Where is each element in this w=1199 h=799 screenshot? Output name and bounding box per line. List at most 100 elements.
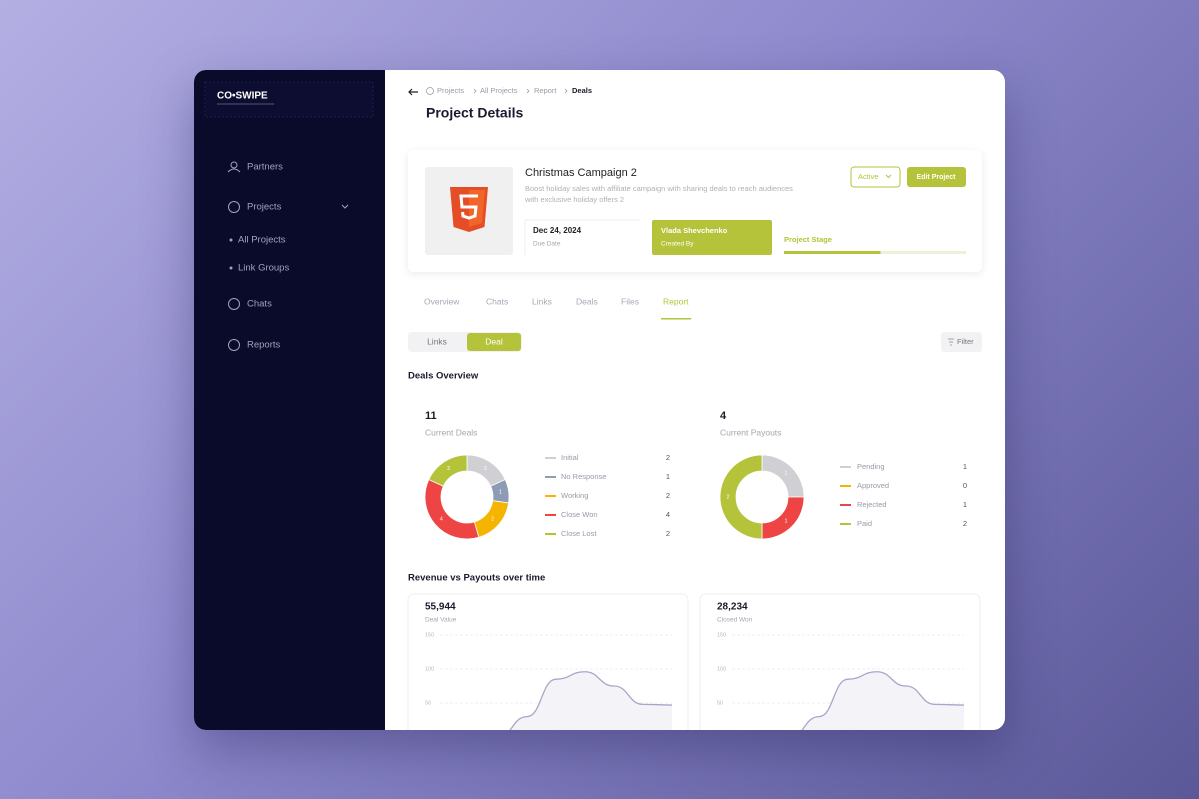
legend-value: 1 <box>963 500 967 509</box>
y-tick-label: 50 <box>425 700 431 706</box>
tab[interactable]: Chats <box>486 296 508 306</box>
chart-label: Closed Won <box>717 617 753 624</box>
sep <box>526 88 530 94</box>
due-date: Dec 24, 2024 <box>533 226 582 235</box>
stage-progress <box>784 251 881 254</box>
tab-underline <box>661 318 692 320</box>
legend-label: Close Won <box>561 510 598 519</box>
donut-segment <box>719 454 763 540</box>
legend-value: 2 <box>666 453 670 462</box>
legend-label: Working <box>561 491 588 500</box>
legend-label: Initial <box>561 453 579 462</box>
y-tick-label: 100 <box>425 666 434 672</box>
project-card <box>408 150 982 272</box>
segment-label: 1 <box>499 490 502 496</box>
y-tick-label: 150 <box>425 632 434 638</box>
icon <box>228 339 240 351</box>
legend-value: 4 <box>666 510 670 519</box>
nav-subitem[interactable]: All Projects <box>238 235 286 246</box>
y-tick-label: 100 <box>717 666 726 672</box>
legend-label: Paid <box>857 519 872 528</box>
chart-total: 55,944 <box>425 602 456 613</box>
nav-subitem[interactable]: Link Groups <box>238 263 289 274</box>
chart-total: 4 <box>720 410 727 422</box>
breadcrumb[interactable]: Projects <box>437 86 464 95</box>
section-title: Revenue vs Payouts over time <box>408 573 545 584</box>
area <box>802 671 964 730</box>
edit-button[interactable] <box>907 167 966 187</box>
sep <box>564 88 568 94</box>
nav-item[interactable]: Reports <box>247 340 281 351</box>
sidebar <box>194 70 385 730</box>
section-title: Deals Overview <box>408 371 479 382</box>
tab[interactable]: Overview <box>424 296 460 306</box>
chevron <box>885 174 892 179</box>
back-arrow[interactable] <box>408 88 418 96</box>
project-description-box: Boost holiday sales with affiliate campa… <box>525 184 793 204</box>
area <box>510 671 672 730</box>
creator: Vlada Shevchenko <box>661 226 728 235</box>
chart-label: Current Deals <box>425 427 477 437</box>
logo-box <box>204 81 374 118</box>
nav-item[interactable]: Chats <box>247 299 272 310</box>
y-tick-label: 150 <box>717 632 726 638</box>
tab[interactable]: Deals <box>576 296 598 306</box>
segment-label: 2 <box>491 517 494 523</box>
status: Active <box>858 172 878 181</box>
icon <box>426 87 434 95</box>
icon <box>228 298 240 310</box>
sep <box>473 88 477 94</box>
legend-label: No Response <box>561 472 606 481</box>
breadcrumb[interactable]: Report <box>534 86 557 95</box>
chevron <box>341 204 349 209</box>
project-name: Christmas Campaign 2 <box>525 167 637 179</box>
legend-label: Rejected <box>857 500 887 509</box>
nav-item[interactable]: Projects <box>247 202 282 213</box>
segment-label: 4 <box>440 517 443 523</box>
tab[interactable]: Report <box>663 296 689 306</box>
chart-total: 11 <box>425 410 437 422</box>
breadcrumb[interactable]: All Projects <box>480 86 518 95</box>
html5-logo <box>459 194 478 220</box>
status-dropdown[interactable] <box>850 166 901 188</box>
y-tick-label: 50 <box>717 700 723 706</box>
edit-label: Edit Project <box>917 174 957 181</box>
segment-label: 1 <box>785 518 788 524</box>
nav-item[interactable]: Partners <box>247 162 283 173</box>
segment-label: 1 <box>785 470 788 476</box>
app: CO•SWIPE Partners Projects All Projects … <box>194 70 1005 730</box>
legend-value: 2 <box>666 491 670 500</box>
legend-label: Close Lost <box>561 529 597 538</box>
bullet <box>229 266 233 270</box>
segment-label: 2 <box>726 494 729 500</box>
icon <box>230 161 238 169</box>
donut-segment <box>428 454 468 487</box>
logo: CO•SWIPE <box>217 91 268 102</box>
creator-box <box>652 220 772 255</box>
legend-label: Pending <box>857 462 885 471</box>
chart-label: Current Payouts <box>720 427 781 437</box>
legend-value: 2 <box>963 519 967 528</box>
line <box>509 671 673 730</box>
project-description: Boost holiday sales with affiliate campa… <box>525 184 793 204</box>
legend-value: 2 <box>666 529 670 538</box>
legend-label: Approved <box>857 481 889 490</box>
chart-label: Deal Value <box>425 617 457 624</box>
icon <box>227 168 241 173</box>
creator-label: Created By <box>661 241 694 248</box>
filter-icon <box>948 338 954 346</box>
line <box>801 671 965 730</box>
tab[interactable]: Links <box>532 296 552 306</box>
icon <box>228 201 240 213</box>
filter-button[interactable] <box>941 332 982 352</box>
filter-label: Filter <box>957 337 974 346</box>
bullet <box>229 238 233 242</box>
due-label: Due Date <box>533 241 561 248</box>
stage-label: Project Stage <box>784 235 832 244</box>
segment-label: 2 <box>447 466 450 472</box>
legend-value: 0 <box>963 481 967 490</box>
toggle-option[interactable] <box>467 333 521 351</box>
tab[interactable]: Files <box>621 296 639 306</box>
page-title: Project Details <box>426 105 523 121</box>
app-window: CO•SWIPE Partners Projects All Projects … <box>194 70 1005 730</box>
